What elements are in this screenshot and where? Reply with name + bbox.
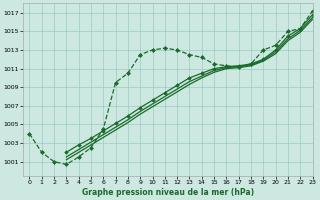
X-axis label: Graphe pression niveau de la mer (hPa): Graphe pression niveau de la mer (hPa) bbox=[82, 188, 254, 197]
